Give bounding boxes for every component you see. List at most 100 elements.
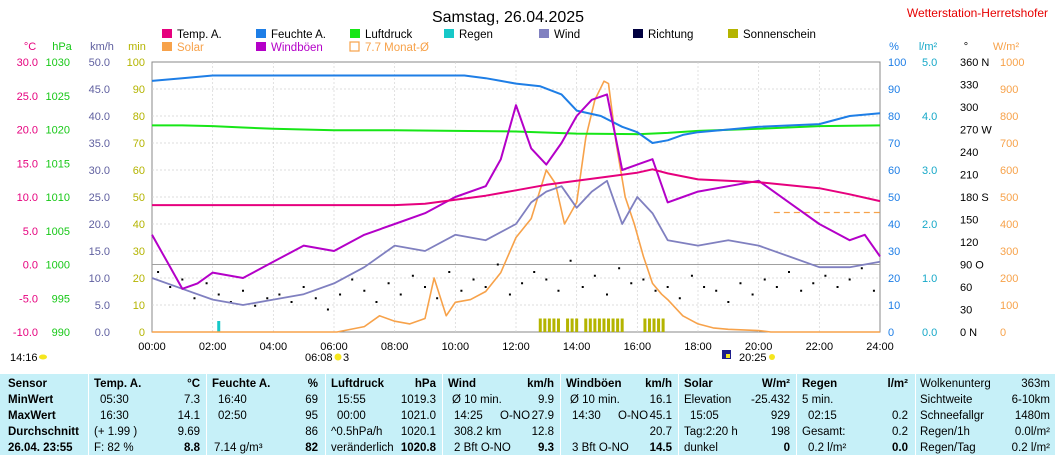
temp-avg-note: (+ 1.99 ) <box>94 426 138 438</box>
axis-tick-label: 1000 <box>46 260 70 272</box>
axis-tick-label: 120 <box>960 237 978 249</box>
legend-swatch <box>539 29 549 38</box>
sunset-time: 20:25 <box>739 352 767 364</box>
moon-icon <box>39 354 47 360</box>
axis-tick-label: 15.0 <box>89 246 110 258</box>
axis-tick-label: 210 <box>960 170 978 182</box>
direction-point <box>460 289 463 292</box>
direction-point <box>557 289 560 292</box>
rain-unit: l/m² <box>887 378 908 390</box>
row-label-sensor: Sensor <box>8 378 47 390</box>
sunshine-bar <box>552 318 556 332</box>
chart-title: Samstag, 26.04.2025 <box>432 9 584 26</box>
pressure-min-time: 15:55 <box>337 394 366 406</box>
axis-unit: km/h <box>90 41 114 53</box>
direction-point <box>484 286 487 288</box>
axis-tick-label: 45.0 <box>89 84 110 96</box>
sunrise-suffix: 3 <box>343 352 349 364</box>
temp-header: Temp. A. <box>94 378 142 390</box>
rain-current-note: 0.2 l/m² <box>808 442 847 454</box>
humidity-header: Feuchte A. <box>212 378 271 390</box>
legend-swatch <box>256 29 266 38</box>
sunshine-bar <box>570 318 574 332</box>
axis-tick-label: 40 <box>888 219 900 231</box>
extra-value-cloudbase: 363m <box>1021 378 1050 390</box>
axis-tick-label: 20 <box>133 273 145 285</box>
extra-label-cloudbase: Wolkenunterg <box>920 378 991 390</box>
chart-legend: Temp. A. Feuchte A. Luftdruck Regen Wind Rich… <box>162 29 816 54</box>
temp-unit: °C <box>187 378 200 390</box>
direction-point <box>606 293 608 296</box>
rain-bar <box>217 321 221 332</box>
extra-label-rain-hour: Regen/1h <box>920 426 970 438</box>
wind-current-value: 9.3 <box>538 442 554 454</box>
humidity-unit: % <box>307 378 318 390</box>
axis-tick-label: 10 <box>133 300 145 312</box>
sunshine-bar <box>543 318 547 332</box>
gust-avg-value: 20.7 <box>649 426 672 438</box>
rain-max-time: 02:15 <box>808 410 837 422</box>
legend-label: Temp. A. <box>177 29 222 41</box>
sunshine-bar <box>607 318 611 332</box>
solar-header: Solar <box>684 378 713 390</box>
direction-point <box>654 289 657 292</box>
x-tick-label: 08:00 <box>381 341 409 353</box>
humidity-max-value: 95 <box>305 410 318 422</box>
sunshine-bar <box>652 318 656 332</box>
x-tick-label: 20:00 <box>745 341 773 353</box>
axis-tick-label: 40 <box>133 219 145 231</box>
extra-label-rain-day: Regen/Tag <box>920 442 976 454</box>
gust-max-time: 14:30 <box>572 410 601 422</box>
axis-tick-label: 150 <box>960 215 978 227</box>
rain-avg-note: Gesamt: <box>802 426 846 438</box>
direction-point <box>593 274 596 277</box>
direction-point <box>800 289 803 292</box>
axis-tick-label: 90 O <box>960 260 984 272</box>
extra-value-rain-hour: 0.0l/m² <box>1014 426 1050 438</box>
humidity-current-note: 7.14 g/m³ <box>214 442 263 454</box>
statistics-panel <box>0 374 1055 455</box>
legend-label: Richtung <box>648 29 693 41</box>
sunshine-bar <box>597 318 601 332</box>
axis-tick-label: 90 <box>888 84 900 96</box>
axis-tick-label: 1005 <box>46 226 70 238</box>
gust-max-direction: O-NO <box>618 410 649 422</box>
axis-tick-label: 4.0 <box>922 111 937 123</box>
axis-tick-label: 100 <box>1000 300 1018 312</box>
legend-label: Regen <box>459 29 493 41</box>
axis-tick-label: 0 N <box>960 327 977 339</box>
rain-max-value: 0.2 <box>892 410 908 422</box>
extra-value-snowline: 1480m <box>1014 410 1050 422</box>
legend-label: Solar <box>177 42 204 54</box>
legend-swatch <box>349 41 360 52</box>
temp-current-value: 8.8 <box>184 442 200 454</box>
direction-point <box>545 278 548 281</box>
direction-point <box>618 267 621 270</box>
axis-tick-label: 15.0 <box>17 158 38 170</box>
wind-line <box>151 179 881 306</box>
separator <box>915 374 916 455</box>
wind-min-note: Ø 10 min. <box>452 394 502 406</box>
sunrise-time: 06:08 <box>305 352 333 364</box>
direction-point <box>472 278 475 281</box>
station-name: Wetterstation-Herretshofer <box>907 6 1048 20</box>
axis-tick-label: 100 <box>888 57 906 69</box>
direction-point <box>788 271 790 273</box>
extra-value-visibility: 6-10km <box>1011 394 1050 406</box>
direction-point <box>666 286 669 288</box>
axis-tick-label: 1030 <box>46 57 70 69</box>
axis-tick-label: 70 <box>888 138 900 150</box>
direction-point <box>157 271 160 273</box>
sunshine-bar <box>647 318 651 332</box>
axis-tick-label: 80 <box>888 111 900 123</box>
axis-tick-label: 300 <box>960 102 978 114</box>
direction-point <box>739 282 742 285</box>
legend-swatch <box>256 42 266 51</box>
axis-tick-label: 0 <box>888 327 894 339</box>
sunshine-bar <box>556 318 560 332</box>
axis-tick-label: 900 <box>1000 84 1018 96</box>
temp-current-note: F: 82 % <box>94 442 134 454</box>
axis-tick-label: 60 <box>888 165 900 177</box>
gust-line <box>151 93 881 290</box>
axis-tick-label: 20.0 <box>89 219 110 231</box>
